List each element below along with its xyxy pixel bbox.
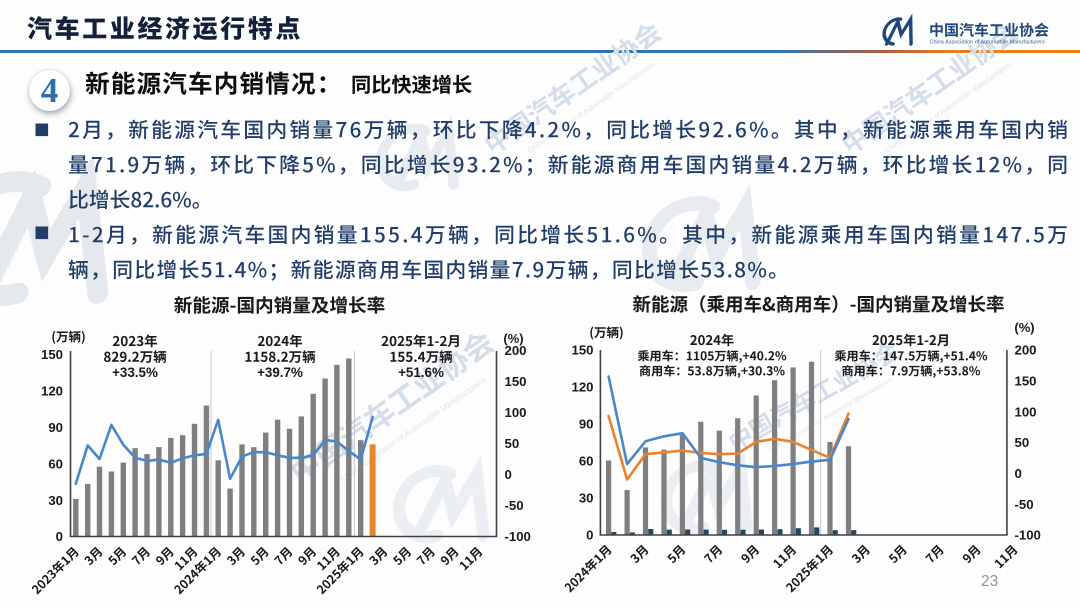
svg-text:-100: -100 (505, 529, 531, 544)
svg-text:23: 23 (981, 573, 998, 590)
svg-text:60: 60 (48, 456, 63, 471)
svg-text:100: 100 (505, 405, 527, 420)
svg-text:90: 90 (579, 417, 594, 432)
svg-text:0: 0 (56, 529, 63, 544)
svg-text:0: 0 (586, 528, 593, 543)
svg-text:China Association of Automobil: China Association of Automobile Manufact… (930, 40, 1046, 46)
svg-text:+39.7%: +39.7% (257, 365, 303, 380)
svg-text:+51.6%: +51.6% (398, 365, 444, 380)
svg-text:-100: -100 (1015, 528, 1041, 543)
svg-text:100: 100 (1015, 404, 1037, 419)
svg-text:30: 30 (48, 493, 63, 508)
svg-text:(%): (%) (503, 331, 523, 346)
svg-text:-50: -50 (1015, 497, 1034, 512)
svg-text:120: 120 (41, 384, 63, 399)
svg-text:+33.5%: +33.5% (112, 365, 158, 380)
svg-text:150: 150 (1015, 374, 1037, 389)
svg-text:(%): (%) (1014, 320, 1034, 335)
svg-text:0: 0 (1015, 466, 1022, 481)
svg-text:90: 90 (48, 420, 63, 435)
svg-text:-50: -50 (505, 498, 524, 513)
svg-text:150: 150 (571, 343, 593, 358)
svg-text:200: 200 (1015, 343, 1037, 358)
svg-text:30: 30 (579, 491, 594, 506)
svg-text:120: 120 (571, 380, 593, 395)
svg-text:50: 50 (1015, 435, 1030, 450)
svg-text:0: 0 (505, 467, 512, 482)
svg-text:150: 150 (41, 347, 63, 362)
svg-text:150: 150 (505, 374, 527, 389)
svg-text:200: 200 (505, 343, 527, 358)
svg-text:60: 60 (579, 454, 594, 469)
svg-text:50: 50 (505, 436, 520, 451)
